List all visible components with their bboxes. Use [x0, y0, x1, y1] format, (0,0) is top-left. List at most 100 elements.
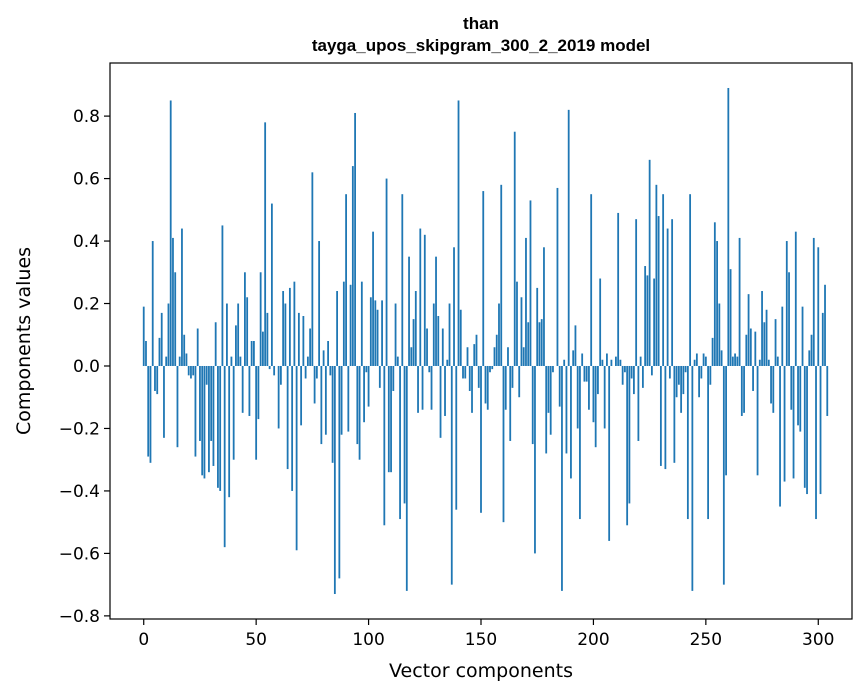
bar-103 [374, 300, 377, 366]
bar-273 [756, 365, 759, 476]
bar-157 [495, 334, 498, 366]
bar-201 [594, 365, 597, 448]
bar-210 [615, 356, 617, 366]
bar-27 [203, 365, 206, 479]
bar-43 [239, 356, 242, 366]
bar-302 [821, 312, 824, 366]
bar-116 [403, 365, 406, 504]
bar-291 [797, 365, 799, 426]
bar-138 [453, 247, 455, 366]
bar-158 [498, 303, 500, 366]
bar-178 [543, 247, 545, 366]
bar-38 [228, 365, 231, 498]
bar-41 [235, 325, 237, 366]
bar-274 [758, 359, 761, 366]
bar-136 [448, 303, 451, 366]
bar-173 [531, 365, 534, 445]
bar-287 [788, 272, 790, 366]
bar-187 [563, 359, 566, 366]
y-tick-label: 0.6 [73, 170, 100, 190]
bar-289 [792, 365, 795, 479]
bar-94 [354, 112, 356, 366]
bar-221 [639, 356, 642, 366]
bar-36 [223, 365, 226, 548]
bar-118 [408, 256, 410, 366]
bar-163 [509, 365, 512, 441]
bar-20 [187, 365, 190, 376]
bar-175 [536, 287, 539, 366]
bar-0 [142, 306, 145, 366]
bar-248 [700, 365, 703, 379]
bar-15 [176, 365, 179, 448]
bar-300 [817, 247, 820, 366]
bar-240 [682, 365, 685, 395]
bar-222 [641, 365, 644, 388]
bar-263 [734, 353, 736, 366]
bar-184 [556, 187, 559, 366]
bar-57 [270, 203, 273, 366]
y-tick-label: −0.2 [59, 419, 100, 439]
bar-113 [396, 356, 399, 366]
bar-262 [731, 356, 734, 366]
bar-198 [588, 365, 590, 410]
bar-106 [381, 300, 383, 366]
bar-171 [527, 322, 530, 366]
bar-242 [686, 365, 689, 520]
x-axis: 0 50 100 150 200 250 300 [138, 619, 834, 650]
bar-264 [736, 356, 739, 366]
bar-301 [819, 365, 822, 495]
bar-132 [439, 365, 442, 438]
bar-270 [749, 328, 752, 366]
bar-72 [304, 365, 307, 379]
bar-278 [767, 359, 770, 366]
bar-105 [378, 365, 381, 388]
bar-44 [241, 365, 244, 413]
y-tick-label: 0.2 [73, 295, 100, 315]
bar-233 [666, 228, 669, 366]
bar-290 [794, 231, 797, 366]
bar-134 [444, 365, 446, 416]
bar-50 [255, 365, 258, 460]
bar-1 [145, 341, 147, 366]
y-tick-label: 0.8 [73, 107, 100, 127]
bar-269 [747, 294, 750, 366]
bar-139 [455, 365, 458, 510]
chart-title-line-2: tayga_upos_skipgram_300_2_2019 model [312, 36, 650, 55]
bar-169 [522, 347, 525, 366]
bar-54 [264, 122, 267, 366]
bar-228 [655, 184, 658, 366]
bar-112 [394, 303, 397, 366]
bar-272 [754, 331, 757, 366]
bar-143 [464, 365, 467, 379]
bar-231 [662, 194, 665, 366]
bar-63 [284, 303, 287, 366]
bar-245 [693, 359, 696, 366]
bar-121 [414, 291, 417, 366]
bar-45 [244, 272, 246, 366]
bar-227 [653, 278, 656, 366]
bar-110 [390, 365, 392, 473]
bar-151 [482, 191, 485, 366]
bar-232 [664, 365, 667, 470]
bar-239 [680, 365, 683, 413]
bar-148 [475, 334, 478, 366]
bar-111 [392, 365, 395, 391]
bar-71 [302, 316, 305, 366]
bar-280 [772, 365, 775, 413]
bar-206 [606, 353, 608, 366]
bar-147 [473, 344, 476, 366]
bar-80 [322, 350, 325, 366]
bar-244 [691, 365, 694, 591]
bar-253 [711, 337, 714, 366]
bar-141 [459, 309, 462, 366]
bar-66 [291, 365, 294, 491]
bar-268 [745, 334, 748, 366]
bar-219 [635, 219, 638, 366]
bar-21 [190, 365, 192, 379]
bar-258 [722, 365, 725, 585]
bar-62 [282, 291, 285, 366]
bar-224 [646, 275, 649, 366]
bar-196 [583, 365, 586, 382]
bar-40 [232, 365, 235, 460]
